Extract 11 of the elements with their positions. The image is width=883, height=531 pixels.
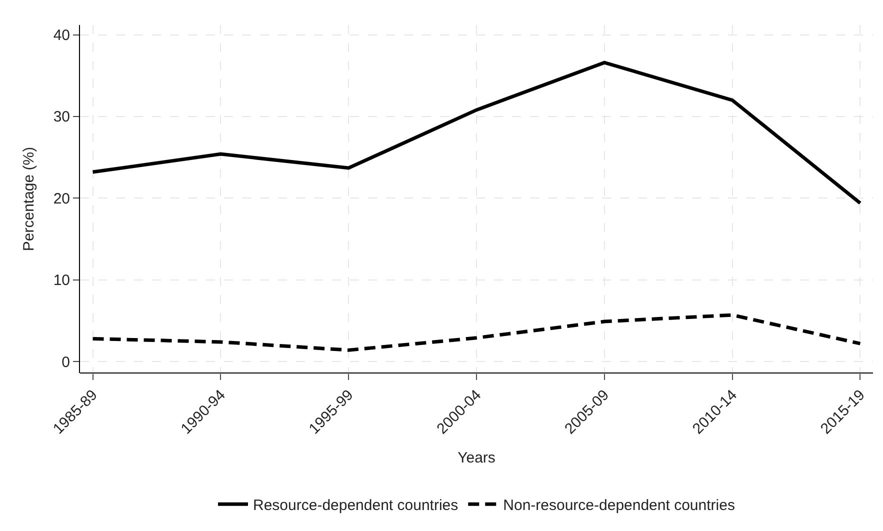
x-axis-title: Years	[458, 450, 496, 467]
y-axis-title: Percentage (%)	[20, 146, 38, 252]
y-tick-label: 0	[62, 354, 70, 371]
line-series	[91, 60, 862, 205]
y-tick-label: 30	[53, 108, 70, 126]
y-tick-label: 10	[53, 272, 70, 290]
line-series	[91, 313, 862, 352]
y-tick-label: 40	[53, 27, 70, 44]
legend-label: Resource-dependent countries	[253, 496, 458, 514]
legend-label: Non-resource-dependent countries	[503, 496, 735, 514]
y-tick-label: 20	[53, 190, 70, 208]
